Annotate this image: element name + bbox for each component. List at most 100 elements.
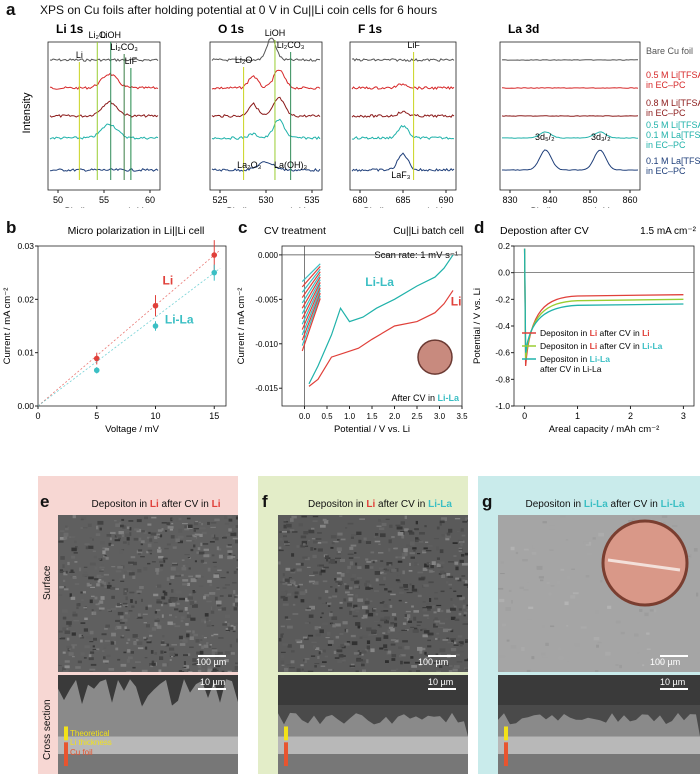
sem-grain (201, 618, 207, 623)
sem-grain (693, 548, 698, 552)
xps-tick-label: 55 (99, 195, 109, 205)
sem-grain (169, 652, 175, 657)
sem-grain (420, 647, 426, 651)
sem-grain (532, 544, 535, 549)
sem-grain (84, 617, 88, 620)
sem-grain (69, 593, 72, 598)
sem-grain (300, 664, 304, 667)
sem-grain (278, 546, 282, 549)
chart-c-cycle-line (301, 290, 321, 336)
xps-spectrum (351, 83, 455, 91)
sem-grain (99, 580, 104, 583)
sem-grain (394, 617, 397, 621)
sem-grain (203, 561, 208, 564)
sem-grain (439, 520, 445, 524)
sem-grain (337, 532, 343, 536)
sem-grain (190, 617, 196, 621)
sem-title-e-mid: after CV in (158, 499, 212, 510)
sem-grain (198, 643, 202, 646)
sem-grain (280, 651, 286, 653)
sem-grain (209, 644, 212, 646)
sem-grain (404, 552, 408, 556)
sem-grain (373, 536, 376, 538)
sem-grain (304, 637, 309, 641)
chart-d-legend-p2: after CV in (597, 341, 642, 351)
sem-grain (521, 647, 525, 651)
sem-grain (400, 660, 403, 665)
sem-grain (65, 527, 69, 531)
sem-grain (321, 602, 325, 605)
sem-grain (293, 589, 297, 592)
sem-grain (216, 600, 222, 605)
sem-grain (300, 535, 307, 539)
sem-grain (314, 548, 317, 551)
sem-grain (639, 608, 643, 612)
sem-grain (171, 644, 177, 646)
sem-grain (62, 651, 66, 654)
sem-grain (148, 531, 151, 534)
sem-grain (412, 547, 417, 550)
sem-grain (337, 550, 341, 553)
sem-grain (308, 539, 311, 542)
chart-d-legend-entry: Depositon in Li-La (540, 354, 610, 364)
sem-grain (183, 665, 190, 669)
sem-grain (330, 546, 334, 549)
sem-grain (219, 659, 223, 662)
sem-grain (323, 566, 329, 569)
sem-grain (217, 668, 220, 670)
sem-grain (499, 598, 505, 603)
sem-grain (414, 562, 418, 566)
sem-grain (290, 579, 295, 583)
sem-grain (380, 533, 386, 538)
sem-grain (317, 656, 320, 659)
sem-grain (186, 614, 191, 619)
sem-grain (136, 616, 143, 619)
sem-grain (195, 639, 200, 643)
xps-marker-label: Li₂O (89, 30, 107, 40)
sem-grain (282, 603, 289, 606)
sem-grain (115, 570, 122, 573)
sem-grain (291, 553, 295, 557)
sem-grain (187, 524, 193, 528)
xps-xlabel: Binding energy / eV (227, 206, 306, 208)
sem-grain (384, 569, 390, 572)
sem-grain (160, 564, 164, 567)
sem-grain (202, 543, 209, 545)
sem-grain (325, 555, 329, 559)
sem-grain (182, 639, 188, 643)
sem-grain (213, 566, 217, 568)
sem-grain (378, 567, 384, 570)
sem-grain (361, 659, 366, 663)
sem-grain (350, 544, 357, 547)
chart-d-legend-p1: Depositon in (540, 341, 590, 351)
sem-grain (345, 591, 350, 594)
sem-grain (176, 602, 180, 605)
sem-grain (283, 521, 289, 523)
sem-grain (294, 595, 298, 599)
sem-grain (172, 563, 178, 566)
sem-grain (71, 644, 77, 647)
chart-c-cycle-line (301, 276, 321, 309)
sem-grain (97, 579, 102, 583)
chart-d-legend-entry: Depositon in Li after CV in Li (540, 328, 650, 338)
sem-grain (112, 636, 116, 641)
xps-tick-label: 690 (438, 195, 453, 205)
sem-grain (75, 666, 81, 669)
sem-grain (235, 594, 238, 597)
chart-d-ytick-label: -1.0 (495, 401, 510, 411)
sem-grain (368, 633, 374, 636)
sem-grain (445, 663, 449, 666)
sem-grain (459, 644, 463, 647)
scale-bot-g: 10 µm (660, 677, 686, 687)
sem-grain (336, 649, 343, 653)
sem-grain (227, 550, 233, 553)
xps-xlabel: Binding energy / eV (531, 206, 610, 208)
sem-grain (179, 609, 184, 612)
chart-c-cycle-line (301, 284, 321, 325)
sem-grain (216, 587, 220, 589)
sem-grain (294, 584, 298, 587)
chart-c-xtick-label: 2.5 (411, 412, 423, 421)
sem-grain (137, 641, 143, 645)
sem-title-g: Depositon in Li-La after CV in Li-La (510, 499, 700, 510)
